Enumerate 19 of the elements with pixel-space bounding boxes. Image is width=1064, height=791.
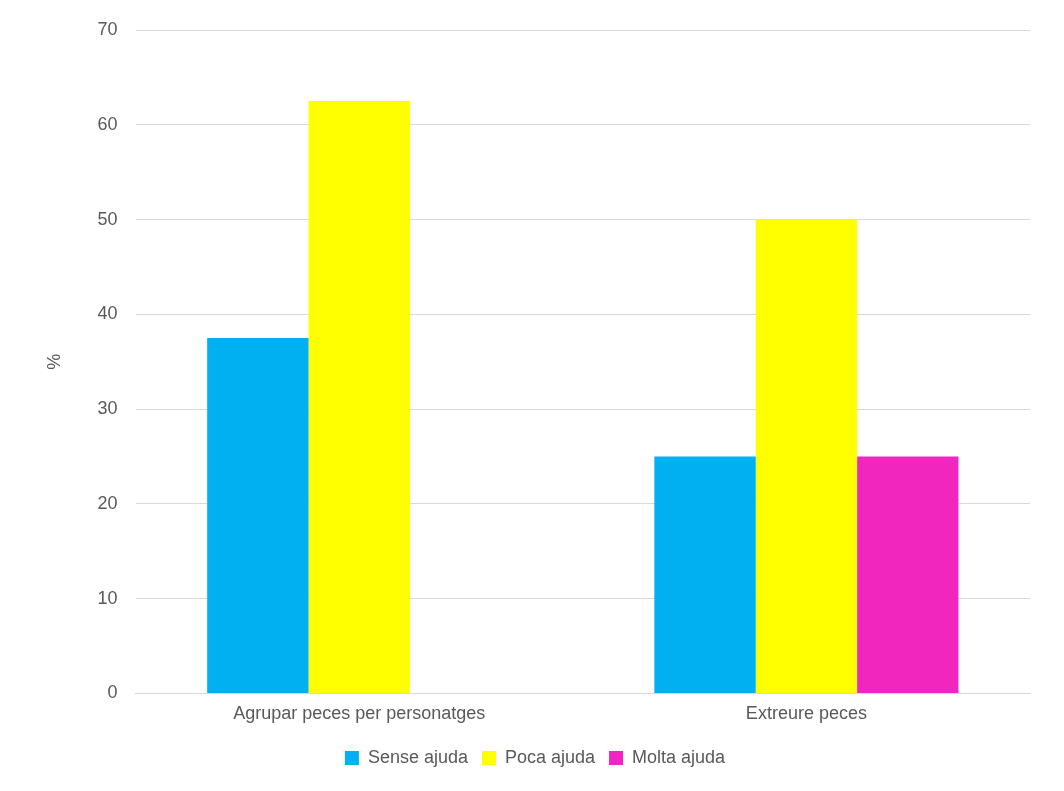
y-tick-label: 40 [97,303,118,324]
y-tick-label: 30 [97,398,118,419]
bar [654,456,756,693]
legend-label: Molta ajuda [632,746,727,767]
y-tick-label: 60 [97,113,118,134]
y-tick-label: 0 [107,682,118,703]
bar [207,338,309,693]
y-tick-label: 20 [97,492,118,513]
legend-label: Sense ajuda [367,746,469,767]
y-tick-label: 70 [97,18,118,39]
bar [308,101,410,693]
y-axis-title: % [43,353,64,370]
y-tick-label: 50 [97,208,118,229]
bar [755,219,858,693]
y-tick-label: 10 [97,587,118,608]
x-tick-label: Agrupar peces per personatges [233,703,486,724]
legend-label: Poca ajuda [504,746,597,767]
x-tick-label: Extreure peces [745,703,867,724]
bar [857,456,959,693]
